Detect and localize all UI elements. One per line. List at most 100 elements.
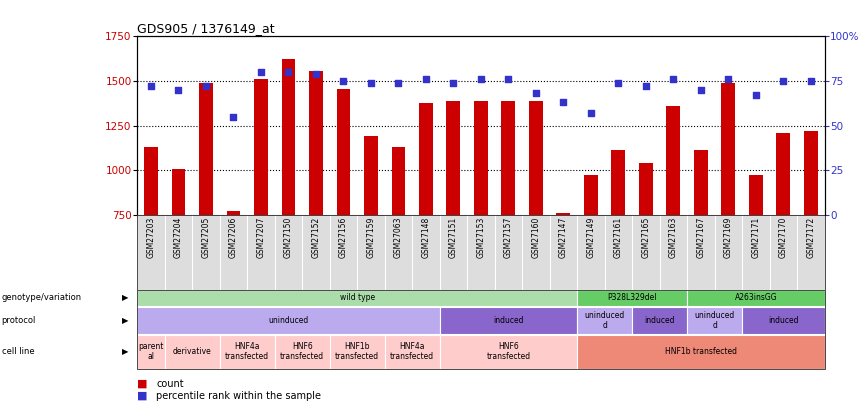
Text: GSM27204: GSM27204 xyxy=(174,217,183,258)
Point xyxy=(611,79,625,86)
Text: parent
al: parent al xyxy=(138,342,163,361)
Point xyxy=(667,76,681,83)
Point xyxy=(749,92,763,98)
Point xyxy=(474,76,488,83)
Bar xyxy=(281,59,295,215)
Text: GSM27203: GSM27203 xyxy=(147,217,155,258)
Text: derivative: derivative xyxy=(173,347,212,356)
Point xyxy=(227,113,240,120)
Text: ■: ■ xyxy=(137,379,148,389)
Text: HNF6
transfected: HNF6 transfected xyxy=(280,342,324,361)
Point xyxy=(694,87,707,93)
Point xyxy=(199,83,213,90)
Point xyxy=(804,78,818,84)
Text: HNF1b transfected: HNF1b transfected xyxy=(665,347,737,356)
Text: GSM27157: GSM27157 xyxy=(503,217,513,258)
Bar xyxy=(227,211,240,215)
Text: GSM27153: GSM27153 xyxy=(477,217,485,258)
Text: GSM27169: GSM27169 xyxy=(724,217,733,258)
Bar xyxy=(667,106,681,215)
Text: GSM27152: GSM27152 xyxy=(312,217,320,258)
Bar xyxy=(391,147,405,215)
Text: ▶: ▶ xyxy=(122,347,128,356)
Point xyxy=(584,110,598,116)
Point xyxy=(281,69,295,75)
Bar xyxy=(309,71,323,215)
Point xyxy=(502,76,516,83)
Bar xyxy=(337,89,351,215)
Bar xyxy=(172,169,185,215)
Text: percentile rank within the sample: percentile rank within the sample xyxy=(156,391,321,401)
Text: induced: induced xyxy=(768,316,799,325)
Point xyxy=(254,69,268,75)
Text: GSM27151: GSM27151 xyxy=(449,217,458,258)
Bar xyxy=(611,151,625,215)
Text: HNF4a
transfected: HNF4a transfected xyxy=(390,342,434,361)
Text: HNF1b
transfected: HNF1b transfected xyxy=(335,342,379,361)
Text: uninduced
d: uninduced d xyxy=(584,311,625,330)
Text: count: count xyxy=(156,379,184,389)
Text: cell line: cell line xyxy=(2,347,35,356)
Text: P328L329del: P328L329del xyxy=(608,293,657,302)
Point xyxy=(639,83,653,90)
Point xyxy=(172,87,186,93)
Bar xyxy=(502,100,516,215)
Text: GSM27150: GSM27150 xyxy=(284,217,293,258)
Bar xyxy=(419,103,433,215)
Bar xyxy=(749,175,763,215)
Text: GSM27148: GSM27148 xyxy=(421,217,431,258)
Point xyxy=(721,76,735,83)
Text: GSM27207: GSM27207 xyxy=(256,217,266,258)
Text: genotype/variation: genotype/variation xyxy=(2,293,82,302)
Bar xyxy=(144,147,158,215)
Bar xyxy=(254,79,267,215)
Point xyxy=(309,70,323,77)
Bar xyxy=(199,83,213,215)
Point xyxy=(364,79,378,86)
Text: uninduced: uninduced xyxy=(268,316,308,325)
Text: GSM27206: GSM27206 xyxy=(229,217,238,258)
Text: protocol: protocol xyxy=(2,316,36,325)
Bar xyxy=(777,133,790,215)
Text: ▶: ▶ xyxy=(122,316,128,325)
Text: GSM27156: GSM27156 xyxy=(339,217,348,258)
Text: wild type: wild type xyxy=(339,293,375,302)
Text: GSM27161: GSM27161 xyxy=(614,217,623,258)
Text: GSM27172: GSM27172 xyxy=(806,217,815,258)
Text: A263insGG: A263insGG xyxy=(734,293,777,302)
Text: induced: induced xyxy=(493,316,523,325)
Point xyxy=(446,79,460,86)
Text: GSM27167: GSM27167 xyxy=(696,217,706,258)
Point xyxy=(419,76,433,83)
Bar xyxy=(364,136,378,215)
Text: GSM27147: GSM27147 xyxy=(559,217,568,258)
Text: ■: ■ xyxy=(137,391,148,401)
Point xyxy=(337,78,351,84)
Text: GSM27165: GSM27165 xyxy=(641,217,650,258)
Bar xyxy=(804,131,818,215)
Point xyxy=(529,90,542,97)
Text: induced: induced xyxy=(644,316,674,325)
Text: GSM27160: GSM27160 xyxy=(531,217,541,258)
Bar xyxy=(721,83,735,215)
Bar xyxy=(694,151,707,215)
Bar xyxy=(556,213,570,215)
Point xyxy=(144,83,158,90)
Text: GSM27163: GSM27163 xyxy=(669,217,678,258)
Text: GSM27063: GSM27063 xyxy=(394,217,403,258)
Point xyxy=(556,99,570,106)
Bar xyxy=(474,100,488,215)
Text: ▶: ▶ xyxy=(122,293,128,302)
Bar xyxy=(529,102,542,215)
Text: GDS905 / 1376149_at: GDS905 / 1376149_at xyxy=(137,22,275,35)
Bar xyxy=(584,175,598,215)
Text: GSM27159: GSM27159 xyxy=(366,217,375,258)
Text: GSM27171: GSM27171 xyxy=(752,217,760,258)
Text: GSM27205: GSM27205 xyxy=(201,217,210,258)
Text: uninduced
d: uninduced d xyxy=(694,311,734,330)
Text: GSM27170: GSM27170 xyxy=(779,217,788,258)
Point xyxy=(776,78,790,84)
Text: HNF6
transfected: HNF6 transfected xyxy=(486,342,530,361)
Point xyxy=(391,79,405,86)
Text: GSM27149: GSM27149 xyxy=(587,217,595,258)
